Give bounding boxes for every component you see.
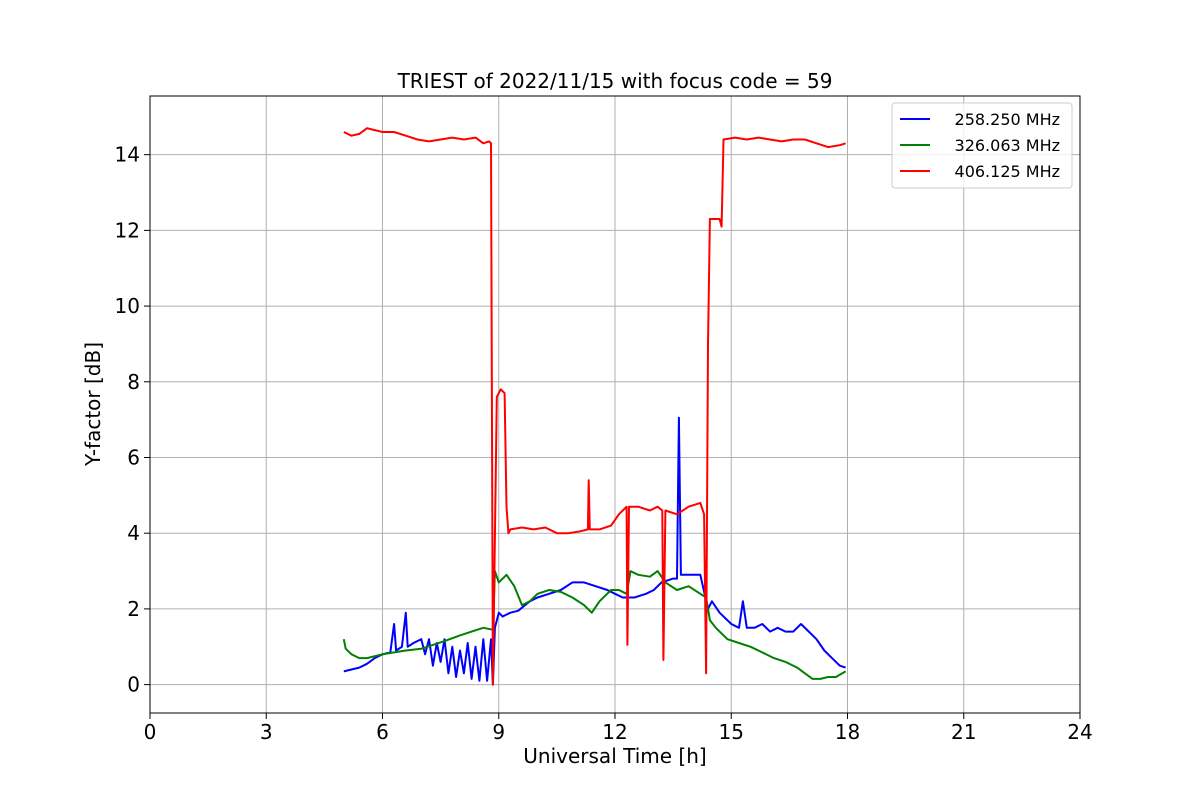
legend-label: 258.250 MHz bbox=[955, 110, 1060, 129]
x-tick-label: 12 bbox=[602, 720, 627, 744]
y-tick-label: 0 bbox=[127, 673, 140, 697]
x-tick-label: 15 bbox=[719, 720, 744, 744]
series-layer bbox=[342, 127, 847, 686]
series-line-326-063-mhz bbox=[342, 570, 847, 680]
x-axis-label: Universal Time [h] bbox=[523, 744, 706, 768]
x-tick-label: 0 bbox=[144, 720, 157, 744]
y-tick-label: 14 bbox=[115, 143, 140, 167]
legend-box bbox=[891, 102, 1073, 189]
x-tick-label: 3 bbox=[260, 720, 273, 744]
y-tick-label: 2 bbox=[127, 597, 140, 621]
legend-label: 406.125 MHz bbox=[955, 162, 1060, 181]
y-tick-label: 4 bbox=[127, 521, 140, 545]
chart-title: TRIEST of 2022/11/15 with focus code = 5… bbox=[397, 69, 833, 93]
series-line-406-125-mhz bbox=[343, 127, 846, 686]
x-tick-label: 24 bbox=[1067, 720, 1092, 744]
y-tick-label: 6 bbox=[127, 445, 140, 469]
x-tick-label: 18 bbox=[835, 720, 860, 744]
y-axis-label: Y-factor [dB] bbox=[81, 342, 105, 467]
series-line-258-250-mhz bbox=[343, 416, 846, 686]
legend-label: 326.063 MHz bbox=[955, 136, 1060, 155]
x-tick-label: 21 bbox=[951, 720, 976, 744]
legend: 258.250 MHz 326.063 MHz 406.125 MHz bbox=[891, 102, 1073, 189]
y-tick-label: 10 bbox=[115, 294, 140, 318]
x-tick-label: 9 bbox=[492, 720, 505, 744]
x-tick-label: 6 bbox=[376, 720, 389, 744]
y-tick-label: 8 bbox=[127, 370, 140, 394]
y-tick-label: 12 bbox=[115, 218, 140, 242]
